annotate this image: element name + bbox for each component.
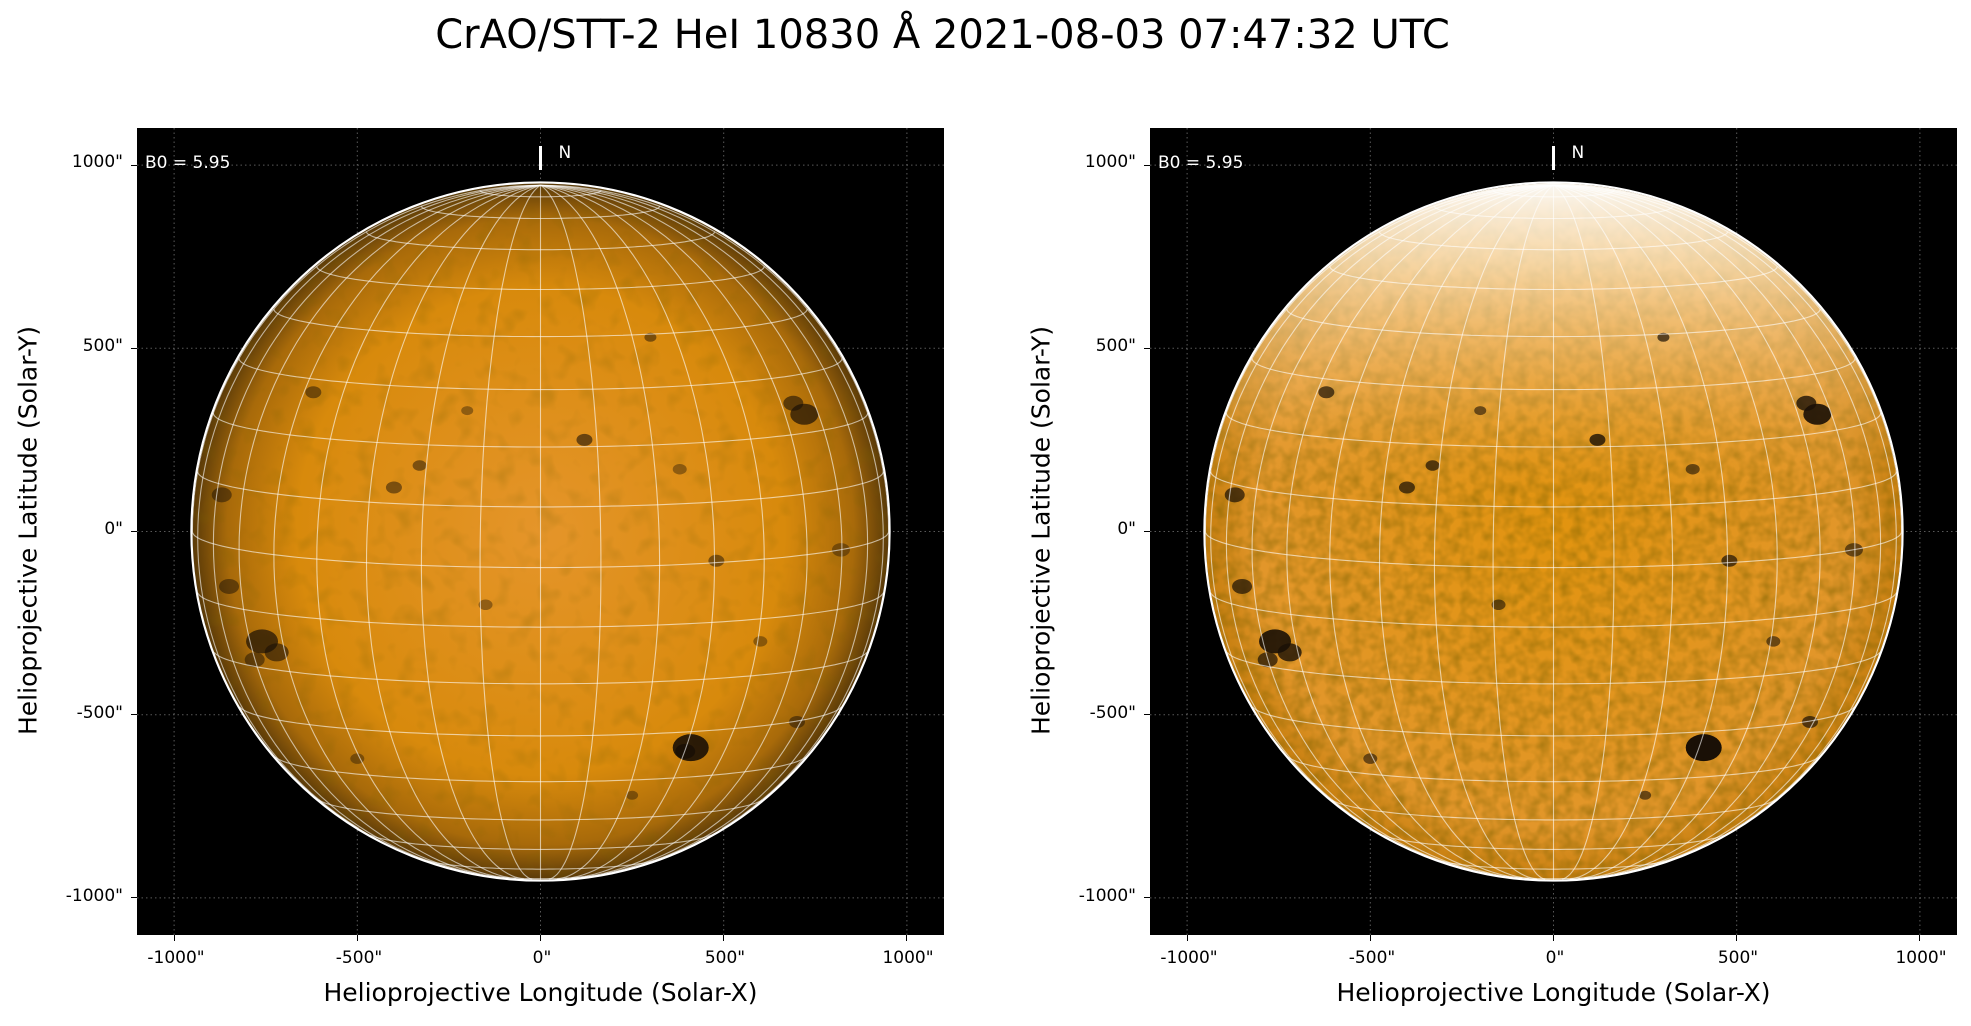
y-tick-mark: [131, 164, 137, 166]
x-tick-label: -1000": [147, 948, 205, 968]
solar-image-panel-right: N B0 = 5.95: [1150, 128, 1957, 935]
y-tick-mark: [1144, 531, 1150, 532]
figure-title: CrAO/STT-2 HeI 10830 Å 2021-08-03 07:47:…: [435, 12, 1450, 58]
y-tick-mark: [131, 897, 137, 899]
solar-disk-image-left: N B0 = 5.95: [137, 128, 944, 935]
y-tick-mark: [1144, 714, 1150, 716]
x-tick-mark: [356, 935, 358, 941]
solar-image-panel-left: N B0 = 5.95: [137, 128, 944, 935]
y-axis-label-left: Helioprojective Latitude (Solar-Y): [13, 326, 43, 735]
y-tick-label: -1000": [1078, 886, 1136, 906]
x-tick-label: 500": [1717, 948, 1759, 968]
solar-disk-image-right: N B0 = 5.95: [1150, 128, 1957, 935]
y-tick-mark: [1144, 164, 1150, 166]
x-tick-label: -1000": [1160, 948, 1218, 968]
x-tick-label: 0": [532, 948, 552, 968]
x-tick-mark: [723, 935, 725, 941]
y-tick-mark: [131, 531, 137, 532]
y-tick-mark: [1144, 347, 1150, 349]
x-tick-mark: [1186, 935, 1188, 941]
y-tick-label: 0": [104, 519, 123, 539]
x-tick-mark: [540, 935, 541, 941]
north-label: N: [559, 143, 572, 163]
x-tick-mark: [1369, 935, 1371, 941]
x-tick-label: 500": [704, 948, 746, 968]
x-tick-mark: [1736, 935, 1738, 941]
x-tick-mark: [173, 935, 175, 941]
y-tick-label: 500": [1095, 336, 1136, 356]
x-tick-mark: [906, 935, 908, 941]
y-tick-label: -1000": [65, 886, 123, 906]
y-tick-mark: [1144, 897, 1150, 899]
x-axis-label-left: Helioprojective Longitude (Solar-X): [323, 978, 758, 1007]
y-axis-label-right: Helioprojective Latitude (Solar-Y): [1026, 326, 1056, 735]
x-tick-mark: [1553, 935, 1554, 941]
y-tick-label: -500": [76, 703, 123, 723]
y-tick-mark: [131, 347, 137, 349]
x-tick-label: 1000": [882, 948, 934, 968]
x-tick-label: 1000": [1895, 948, 1947, 968]
y-tick-label: 1000": [71, 152, 123, 172]
north-label: N: [1572, 143, 1585, 163]
x-tick-mark: [1919, 935, 1921, 941]
x-tick-label: 0": [1545, 948, 1565, 968]
x-tick-label: -500": [335, 948, 383, 968]
y-tick-label: 0": [1117, 519, 1136, 539]
y-tick-label: 500": [82, 336, 123, 356]
x-axis-label-right: Helioprojective Longitude (Solar-X): [1336, 978, 1771, 1007]
y-tick-mark: [131, 714, 137, 716]
x-tick-label: -500": [1348, 948, 1396, 968]
y-tick-label: 1000": [1084, 152, 1136, 172]
b0-annotation: B0 = 5.95: [1158, 153, 1243, 173]
b0-annotation: B0 = 5.95: [145, 153, 230, 173]
y-tick-label: -500": [1089, 703, 1136, 723]
